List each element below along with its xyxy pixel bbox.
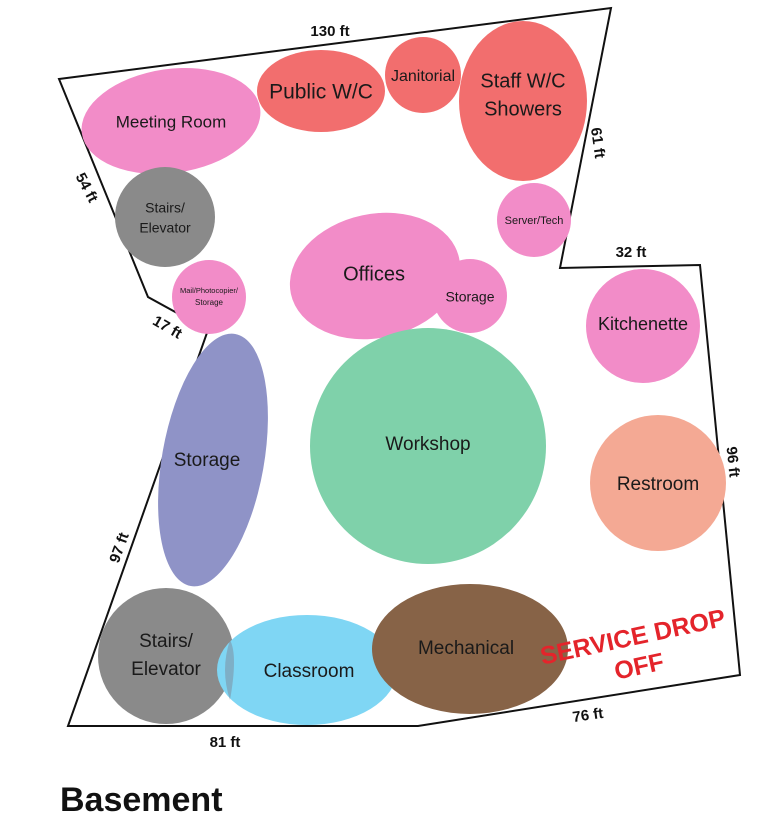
room-shape — [385, 37, 461, 113]
room-label: Public W/C — [269, 81, 373, 104]
room-shape — [372, 584, 568, 714]
dimension-bottom-left: 81 ft — [210, 734, 241, 751]
room-shape — [172, 260, 246, 334]
room-label: Meeting Room — [116, 112, 227, 131]
dimension-bottom-right: 76 ft — [571, 705, 604, 726]
room-label: Stairs/ — [145, 200, 185, 216]
room-shape — [497, 183, 571, 257]
room-label: Mechanical — [418, 638, 514, 659]
room-restroom[interactable]: Restroom — [590, 415, 726, 551]
room-meeting-room[interactable]: Meeting Room — [75, 57, 268, 185]
room-label: Showers — [484, 98, 562, 120]
room-label: Mail/Photocopier/ — [180, 286, 239, 295]
room-mail-photocopier-storage[interactable]: Mail/Photocopier/ Storage — [172, 260, 246, 334]
room-label: Storage — [195, 298, 224, 307]
room-label: Elevator — [131, 659, 201, 680]
room-kitchenette[interactable]: Kitchenette — [586, 269, 700, 383]
room-public-wc[interactable]: Public W/C — [257, 50, 385, 132]
room-label: Restroom — [617, 474, 699, 495]
room-label: Classroom — [264, 661, 355, 682]
room-server-tech[interactable]: Server/Tech — [497, 183, 571, 257]
room-label: Storage — [445, 289, 494, 305]
room-classroom[interactable]: Classroom — [217, 615, 397, 725]
room-label: Storage — [174, 450, 241, 471]
room-storage-tall[interactable]: Storage — [141, 325, 286, 595]
room-label: Elevator — [139, 220, 191, 236]
room-shape — [257, 50, 385, 132]
dimension-top: 130 ft — [310, 23, 349, 40]
room-label: Server/Tech — [505, 215, 564, 227]
dimension-right-lower: 96 ft — [722, 446, 742, 478]
service-drop-off-label: SERVICE DROP OFF — [538, 604, 728, 686]
dimension-left-upper: 54 ft — [72, 170, 101, 205]
room-janitorial[interactable]: Janitorial — [385, 37, 461, 113]
room-label: Stairs/ — [139, 631, 194, 652]
room-shape — [590, 415, 726, 551]
room-shape — [115, 167, 215, 267]
dimension-right-upper: 61 ft — [587, 126, 608, 159]
room-shape — [586, 269, 700, 383]
dimension-notch-top: 32 ft — [616, 244, 647, 261]
room-shape — [158, 333, 268, 587]
dimension-left-lower: 97 ft — [106, 530, 133, 565]
room-shape — [310, 328, 546, 564]
room-label: Kitchenette — [598, 314, 688, 334]
room-workshop[interactable]: Workshop — [310, 328, 546, 564]
room-shape — [81, 68, 261, 174]
room-stairs-elevator-top[interactable]: Stairs/ Elevator — [115, 167, 215, 267]
room-shape — [289, 212, 461, 340]
room-label: Offices — [343, 263, 405, 285]
room-shape — [433, 259, 507, 333]
room-shape — [98, 588, 234, 724]
room-mechanical[interactable]: Mechanical — [372, 584, 568, 714]
page-title: Basement — [60, 781, 223, 819]
room-stairs-elevator-bottom[interactable]: Stairs/ Elevator — [98, 588, 234, 724]
room-offices[interactable]: Offices — [278, 197, 472, 354]
room-staff-wc-showers[interactable]: Staff W/C Showers — [459, 21, 587, 181]
room-label: Workshop — [385, 434, 470, 455]
room-label: Staff W/C — [480, 70, 565, 92]
overlap-stairs-classroom — [225, 640, 234, 700]
room-storage-small[interactable]: Storage — [433, 259, 507, 333]
room-shape — [459, 21, 587, 181]
room-label: Janitorial — [391, 68, 455, 85]
room-shape — [217, 615, 397, 725]
